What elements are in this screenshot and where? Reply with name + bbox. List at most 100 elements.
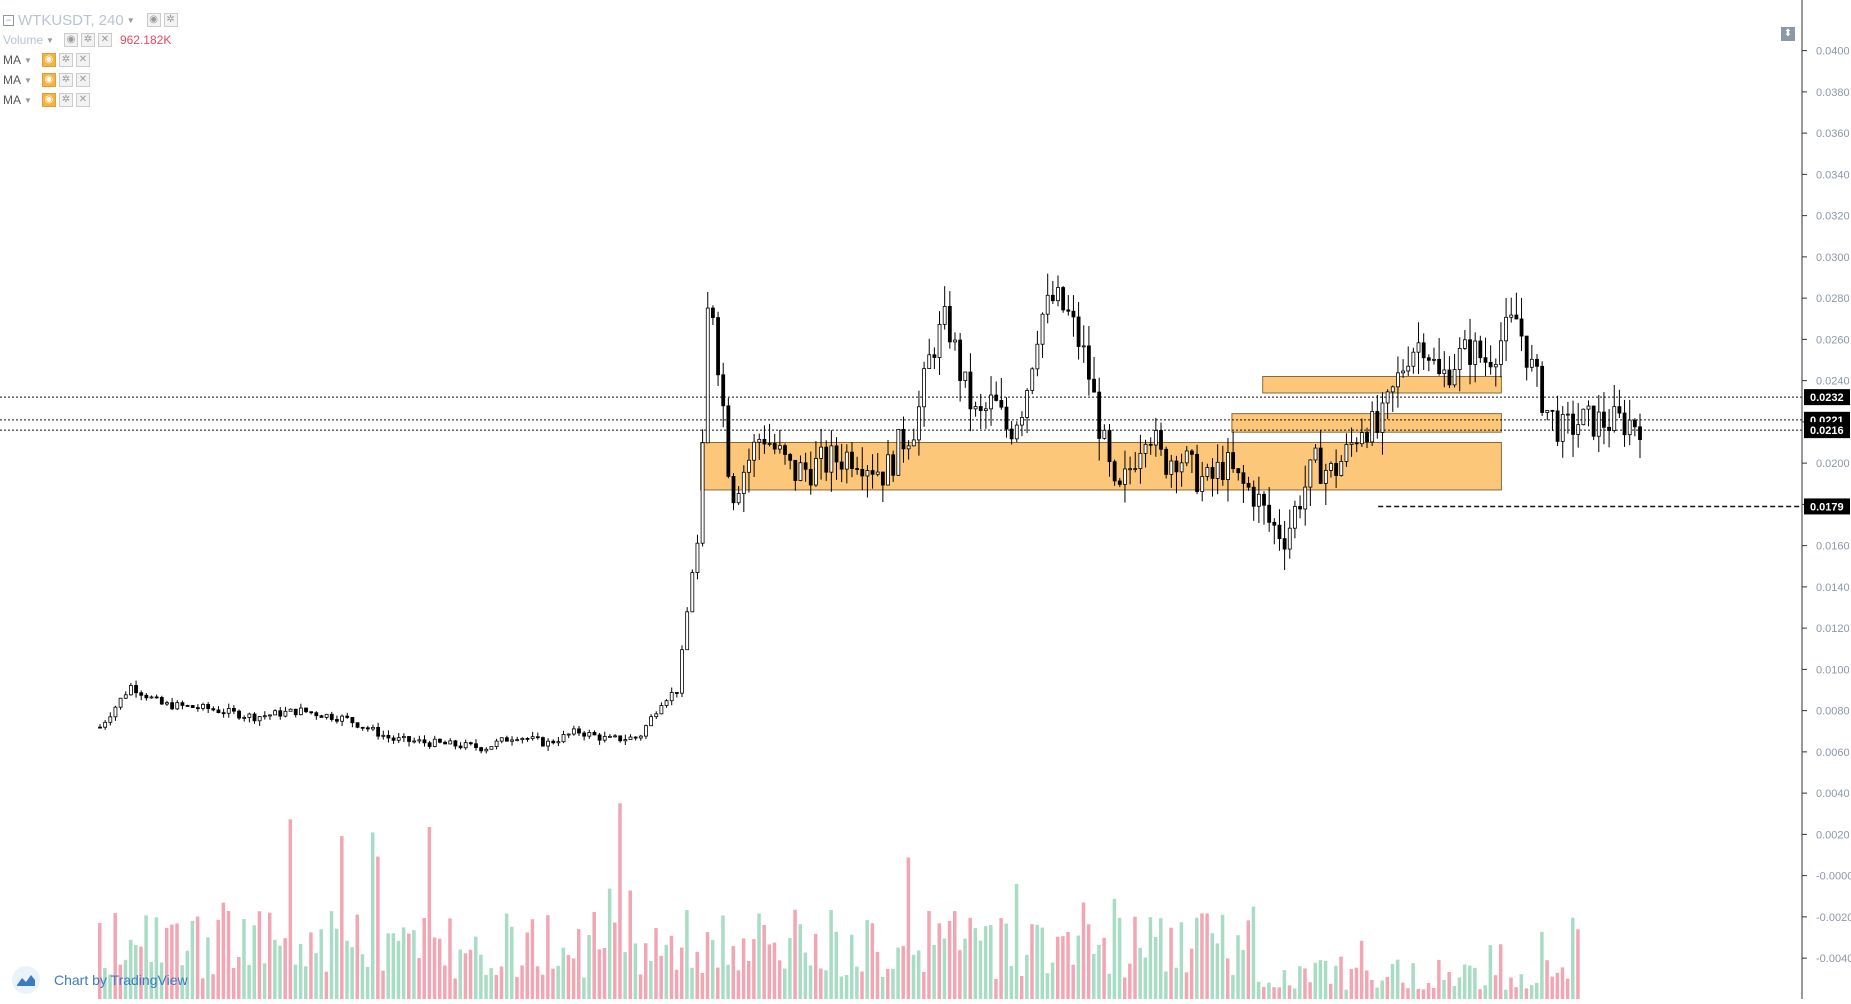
close-icon[interactable]: ✕ — [97, 33, 112, 47]
candle-body — [613, 735, 617, 738]
candle-body — [520, 738, 525, 741]
volume-bar — [767, 944, 772, 999]
volume-bar — [886, 968, 890, 999]
candle-body — [860, 468, 865, 477]
gear-icon[interactable]: ✲ — [58, 73, 73, 87]
candle-body — [201, 703, 205, 709]
candle-body — [1025, 390, 1029, 418]
ma-label[interactable]: MA — [3, 93, 21, 107]
volume-bar — [989, 925, 993, 999]
candle-body — [134, 685, 138, 694]
volume-bar — [659, 955, 663, 999]
volume-bar — [1401, 982, 1405, 999]
candle-body — [793, 459, 798, 481]
eye-icon[interactable]: ◉ — [41, 93, 56, 107]
volume-bar — [1241, 950, 1245, 999]
candle-body — [283, 710, 288, 717]
candle-body — [1190, 450, 1194, 455]
candle-body — [288, 708, 293, 712]
volume-bar — [1148, 917, 1153, 999]
volume-bar — [1323, 960, 1328, 999]
ma-label[interactable]: MA — [3, 53, 21, 67]
gear-icon[interactable]: ✲ — [80, 33, 95, 47]
tradingview-branding[interactable]: Chart by TradingView — [12, 966, 188, 994]
candle-body — [711, 307, 715, 318]
candle-body — [1591, 405, 1596, 437]
candle-body — [607, 735, 612, 738]
volume-label[interactable]: Volume — [3, 33, 44, 47]
candle-body — [1298, 506, 1302, 510]
volume-bar — [252, 925, 257, 999]
volume-bar — [932, 944, 936, 999]
candle-body — [329, 713, 334, 720]
chevron-down-icon[interactable]: ▼ — [126, 15, 135, 25]
ma-label[interactable]: MA — [3, 73, 21, 87]
candle-body — [1468, 339, 1472, 365]
volume-bar — [927, 910, 931, 999]
chart-settings-icon[interactable]: ⬍ — [1781, 27, 1795, 41]
candle-body — [674, 692, 679, 694]
close-icon[interactable]: ✕ — [75, 53, 90, 67]
chevron-down-icon[interactable]: ▼ — [46, 35, 54, 45]
candle-body — [1632, 419, 1637, 428]
candle-body — [1334, 463, 1339, 476]
volume-bar — [680, 947, 684, 999]
candle-body — [1117, 480, 1122, 485]
eye-icon[interactable]: ◉ — [146, 13, 161, 27]
axis-tick-label: 0.0080 — [1816, 706, 1850, 718]
volume-bar — [437, 938, 442, 999]
interval-label[interactable]: 240 — [98, 11, 124, 29]
chevron-down-icon[interactable]: ▼ — [24, 55, 32, 65]
volume-bar — [170, 924, 174, 999]
candle-body — [762, 438, 767, 445]
eye-icon[interactable]: ◉ — [63, 33, 78, 47]
chevron-down-icon[interactable]: ▼ — [24, 95, 32, 105]
candle-body — [1524, 335, 1529, 368]
candle-body — [659, 705, 664, 715]
candle-body — [685, 611, 690, 651]
candle-body — [221, 712, 226, 715]
volume-bar — [1189, 948, 1194, 999]
legend-ma-row: MA ▼ ◉ ✲ ✕ — [0, 90, 178, 110]
candle-body — [747, 459, 751, 473]
close-icon[interactable]: ✕ — [75, 93, 90, 107]
eye-icon[interactable]: ◉ — [41, 73, 56, 87]
tradingview-link[interactable]: Chart by TradingView — [54, 972, 188, 988]
volume-bar — [958, 950, 962, 999]
chevron-down-icon[interactable]: ▼ — [24, 75, 32, 85]
candle-body — [1581, 408, 1586, 426]
volume-bar — [360, 954, 365, 999]
volume-bar — [1457, 977, 1462, 999]
price-badge-label: 0.0179 — [1810, 501, 1844, 513]
candle-body — [216, 709, 221, 714]
gear-icon[interactable]: ✲ — [58, 93, 73, 107]
volume-bar — [726, 964, 730, 999]
candle-body — [103, 721, 108, 728]
volume-bar — [247, 964, 251, 999]
candle-body — [808, 468, 813, 486]
volume-bar — [875, 951, 880, 999]
candle-body — [983, 408, 988, 411]
volume-bar — [412, 930, 416, 999]
eye-icon[interactable]: ◉ — [41, 53, 56, 67]
volume-bar — [298, 944, 303, 999]
volume-bar — [195, 916, 200, 999]
gear-icon[interactable]: ✲ — [58, 53, 73, 67]
volume-bar — [1122, 977, 1127, 999]
axis-tick-label: 0.0360 — [1816, 128, 1850, 140]
close-icon[interactable]: ✕ — [75, 73, 90, 87]
candle-body — [767, 443, 772, 445]
candle-body — [1596, 411, 1601, 437]
volume-bar — [113, 913, 117, 999]
axis-tick-label: 0.0320 — [1816, 211, 1850, 223]
candle-body — [1473, 340, 1478, 365]
collapse-icon[interactable]: − — [3, 14, 14, 26]
candle-body — [494, 740, 499, 747]
symbol-label[interactable]: WTKUSDT, — [18, 11, 95, 29]
candles-layer — [98, 273, 1642, 754]
gear-icon[interactable]: ✲ — [163, 13, 178, 27]
volume-bar — [463, 953, 468, 999]
candle-body — [1529, 358, 1534, 368]
